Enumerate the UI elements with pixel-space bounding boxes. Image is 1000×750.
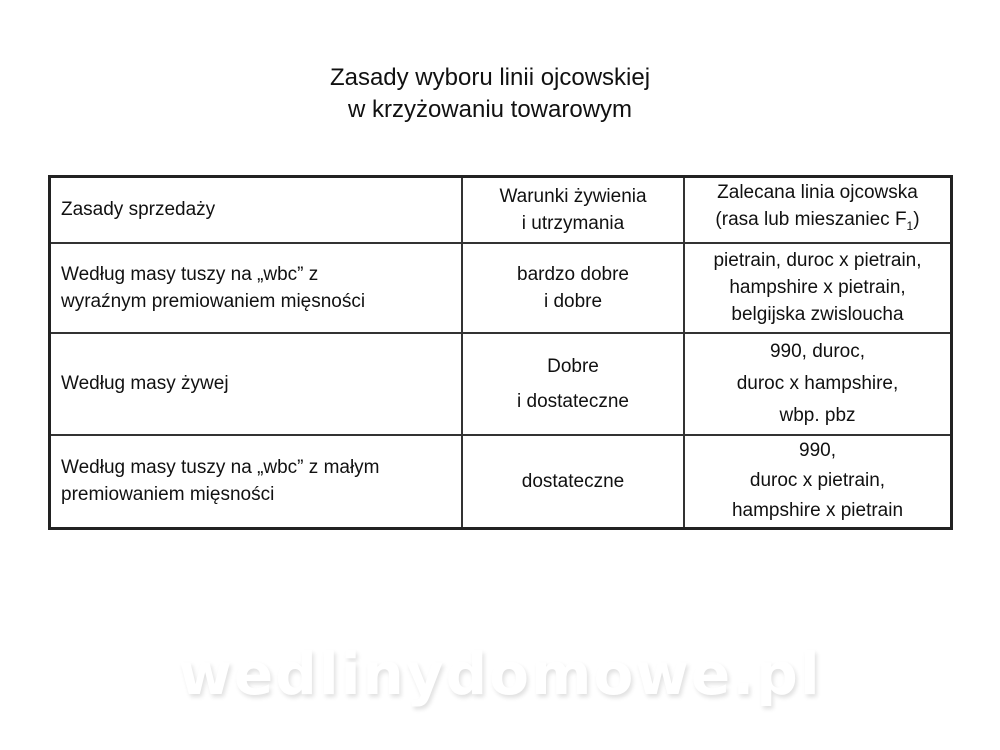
cell-text: Dobre [547, 355, 599, 377]
table-row: Według masy tuszy na „wbc” z wyraźnym pre… [48, 241, 953, 334]
cell-text: Według masy tuszy na „wbc” z [61, 263, 319, 285]
cell-text: hampshire x pietrain, [729, 277, 906, 298]
cell-text: premiowaniem mięsności [61, 484, 275, 506]
cell-text: wbp. pbz [779, 404, 856, 426]
header-conditions: Warunki żywienia i utrzymania [461, 175, 685, 244]
cell-line: pietrain, duroc x pietrain, hampshire x p… [683, 241, 953, 334]
cell-text: Według masy tuszy na „wbc” z małym [61, 457, 380, 479]
header-sale-rules: Zasady sprzedaży [48, 175, 463, 244]
header-recommended-line: Zalecana linia ojcowska (rasa lub miesza… [683, 175, 953, 244]
cell-text: i dostateczne [517, 390, 629, 412]
header-text-part: ) [913, 209, 920, 231]
table-header-row: Zasady sprzedaży Warunki żywienia i utrz… [48, 175, 953, 244]
table-row: Według masy żywej Dobre i dostateczne 990… [48, 331, 953, 436]
cell-text: dostateczne [521, 470, 625, 492]
cell-conditions: dostateczne [461, 433, 685, 530]
cell-text: belgijska zwisloucha [731, 304, 904, 325]
cell-sale: Według masy tuszy na „wbc” z wyraźnym pre… [48, 241, 463, 334]
title-line-1: Zasady wyboru linii ojcowskiej [329, 64, 651, 91]
table-row: Według masy tuszy na „wbc” z małym premio… [48, 433, 953, 530]
cell-conditions: bardzo dobre i dobre [461, 241, 685, 334]
header-text-part: (rasa lub mieszaniec F [715, 209, 907, 231]
cell-text: duroc x hampshire, [736, 372, 899, 394]
cell-text: Według masy żywej [61, 373, 229, 394]
cell-conditions: Dobre i dostateczne [461, 331, 685, 436]
sire-line-table: Zasady sprzedaży Warunki żywienia i utrz… [48, 175, 953, 530]
cell-sale: Według masy tuszy na „wbc” z małym premio… [48, 433, 463, 530]
cell-text: wyraźnym premiowaniem mięsności [61, 290, 366, 312]
header-text: (rasa lub mieszaniec F1) [695, 206, 940, 240]
header-text: i utrzymania [521, 212, 625, 234]
header-text: Warunki żywienia [499, 185, 647, 207]
page-title: Zasady wyboru linii ojcowskiej w krzyżow… [0, 62, 980, 126]
header-text: Zalecana linia ojcowska [717, 182, 918, 204]
cell-text: 990, [799, 440, 836, 462]
cell-text: duroc x pietrain, [749, 470, 886, 492]
cell-sale: Według masy żywej [48, 331, 463, 436]
watermark: wedlinydomowe.pl [178, 640, 822, 708]
cell-text: 990, duroc, [769, 340, 866, 362]
cell-line: 990, duroc x pietrain, hampshire x pietrai… [683, 433, 953, 530]
cell-text: i dobre [543, 290, 603, 312]
subscript: 1 [906, 219, 914, 234]
cell-line: 990, duroc, duroc x hampshire, wbp. pbz [683, 331, 953, 436]
cell-text: bardzo dobre [517, 263, 629, 285]
header-text: Zasady sprzedaży [61, 199, 216, 221]
cell-text: pietrain, duroc x pietrain, [713, 250, 922, 271]
title-line-2: w krzyżowaniu towarowym [347, 96, 633, 123]
cell-text: hampshire x pietrain [731, 500, 904, 522]
